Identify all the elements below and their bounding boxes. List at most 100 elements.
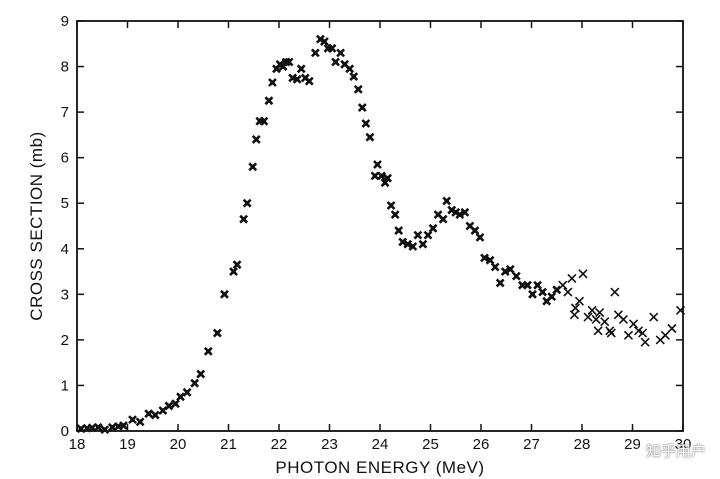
data-point-filled [144,409,154,419]
marker-core [294,77,300,82]
marker-core [116,424,121,429]
marker-core [477,235,483,240]
x-marker [563,287,573,297]
marker-core [78,426,84,431]
data-point-filled [373,160,382,169]
data-point-filled [336,48,346,58]
data-point-x [618,314,628,324]
marker-core [184,390,190,395]
marker-core [420,242,426,247]
marker-core [329,46,335,51]
data-point-filled [248,162,258,172]
y-tick-label: 1 [61,377,69,394]
x-axis-ticks: 18 19 20 21 22 23 24 25 26 27 28 29 30 [69,21,691,453]
x-tick-label: 21 [220,436,237,453]
marker-core [385,175,390,181]
marker-core [96,425,101,430]
data-point-filled [357,103,367,112]
marker-core [137,419,143,425]
marker-core [325,46,331,51]
marker-core [254,137,259,142]
data-point-filled [327,43,337,53]
marker-core [388,203,394,208]
marker-core [266,98,272,103]
data-point-filled [203,346,213,356]
x-marker [569,310,579,320]
marker-core [130,417,135,422]
x-marker [606,328,616,338]
marker-core [257,119,263,124]
marker-core [166,403,172,409]
marker-core [110,425,115,430]
marker-core [410,244,416,249]
y-tick-label: 8 [61,59,69,76]
marker-core [462,210,468,215]
data-point-filled [403,239,413,249]
marker-core [520,283,525,288]
marker-core [84,426,90,431]
marker-core [231,269,236,274]
data-point-filled [442,196,452,206]
x-axis-label: PHOTON ENERGY (MeV) [275,458,484,477]
x-marker [628,319,639,329]
marker-core [497,280,503,286]
marker-core [234,262,240,267]
x-marker [675,305,686,315]
data-point-filled [251,135,261,144]
marker-core [206,349,211,354]
marker-core [299,66,304,72]
data-point-filled [164,401,174,411]
y-axis-ticks: 0 1 2 3 4 5 6 7 8 9 [61,13,683,440]
marker-core [372,173,378,179]
x-marker [610,287,620,297]
data-point-x [595,307,605,318]
marker-core [379,173,384,179]
data-point-filled [242,198,252,208]
marker-core [503,269,508,274]
marker-core [283,59,289,65]
data-point-filled [475,232,485,242]
marker-core [351,74,356,79]
x-tick-label: 25 [422,436,439,453]
data-point-filled [264,96,274,106]
data-point-x [610,287,620,297]
data-point-filled [547,292,557,302]
data-point-filled [150,410,160,420]
data-point-x [623,330,634,340]
y-tick-label: 2 [61,332,69,349]
data-point-x [558,280,568,290]
marker-core [356,87,361,92]
x-marker [618,314,628,324]
data-point-filled [182,387,192,397]
marker-core [347,66,352,72]
data-point-x [628,319,639,329]
data-point-filled [383,173,392,183]
data-point-filled [171,399,180,409]
y-tick-label: 4 [61,241,69,258]
data-point-filled [220,289,229,299]
data-point-filled [196,369,206,379]
data-point-filled [533,280,542,290]
x-marker [578,269,588,279]
marker-core [400,239,405,245]
data-point-filled [365,132,375,142]
data-point-filled [259,116,269,126]
marker-core [241,216,246,222]
watermark: 知乎用户 [645,442,706,460]
data-point-x [649,312,659,322]
data-point-x [667,323,677,334]
marker-core [430,226,436,231]
data-point-filled [460,207,470,217]
data-point-filled [398,237,408,247]
data-point-x [569,310,579,320]
data-point-filled [128,415,137,425]
marker-core [333,59,338,65]
marker-core [307,78,312,84]
y-tick-label: 9 [61,13,69,30]
data-point-filled [394,226,404,235]
x-marker [574,296,585,306]
data-point-x [600,317,610,327]
data-point-filled [390,210,400,220]
marker-core [192,380,197,386]
marker-core [530,292,535,297]
